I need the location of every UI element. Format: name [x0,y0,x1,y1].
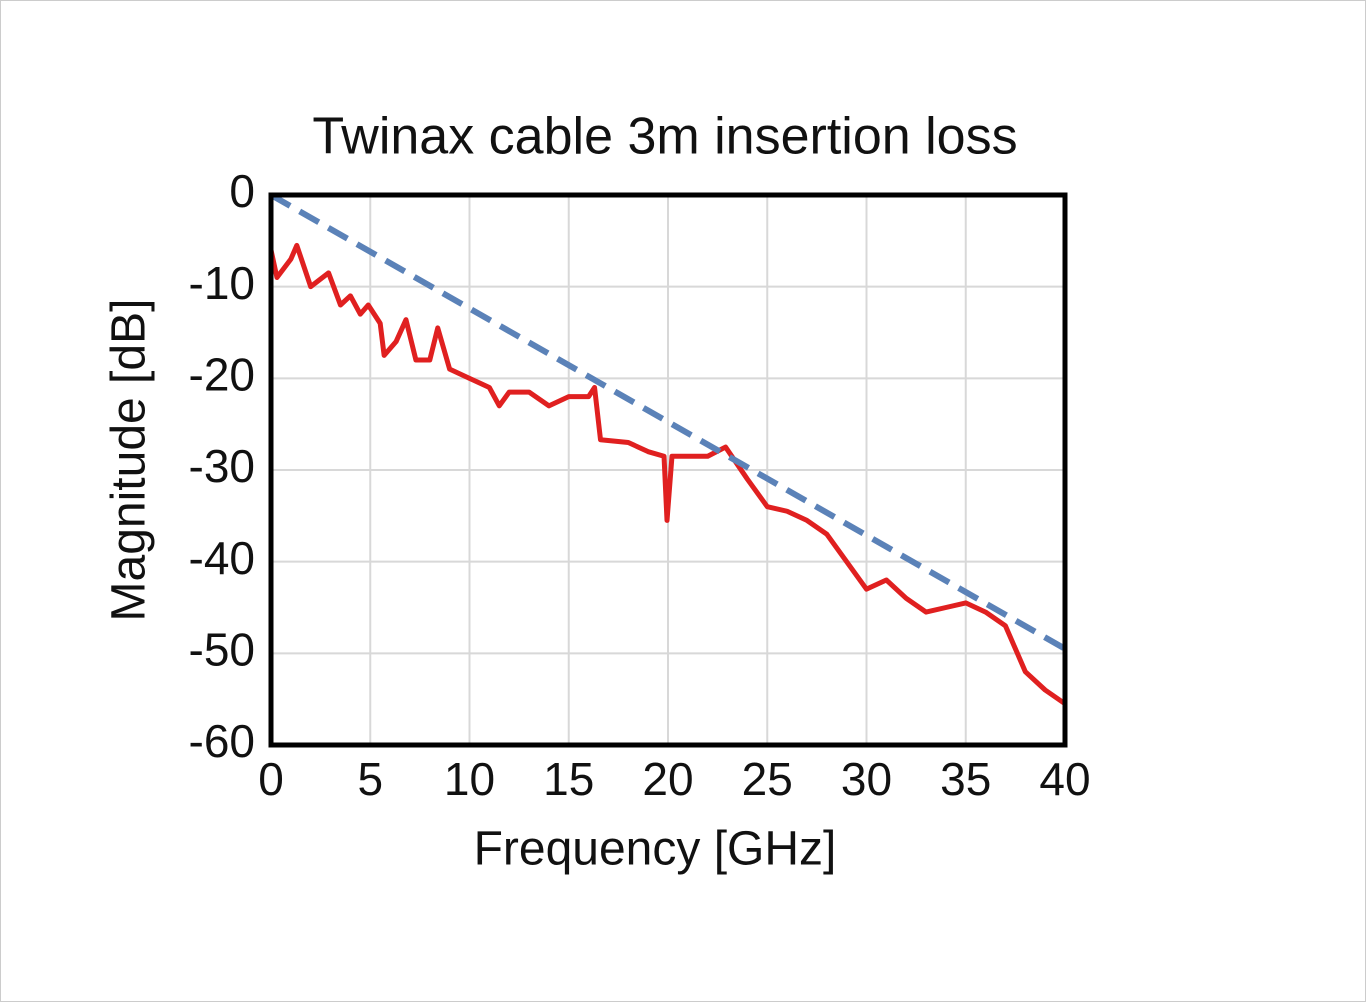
x-axis-label: Frequency [GHz] [474,823,837,876]
y-tick-label: -10 [189,257,255,309]
x-tick-label: 30 [841,753,892,805]
x-tick-label: 5 [357,753,383,805]
x-tick-label: 35 [940,753,991,805]
y-axis-label: Magnitude [dB] [103,299,156,622]
x-tick-label: 10 [444,753,495,805]
y-tick-label: -50 [189,623,255,675]
y-tick-label: -40 [189,532,255,584]
data-line [269,192,1067,652]
x-tick-label: 20 [642,753,693,805]
y-tick-label: -60 [189,715,255,767]
y-tick-label: -20 [189,348,255,400]
plot-frame [268,192,1068,748]
x-tick-label: 25 [742,753,793,805]
chart-title: Twinax cable 3m insertion loss [312,108,1017,166]
x-tick-label: 0 [258,753,284,805]
data-line [268,242,1067,706]
y-tick-label: 0 [229,165,255,217]
x-tick-label: 40 [1039,753,1090,805]
x-tick-label: 15 [543,753,594,805]
y-tick-label: -30 [189,440,255,492]
